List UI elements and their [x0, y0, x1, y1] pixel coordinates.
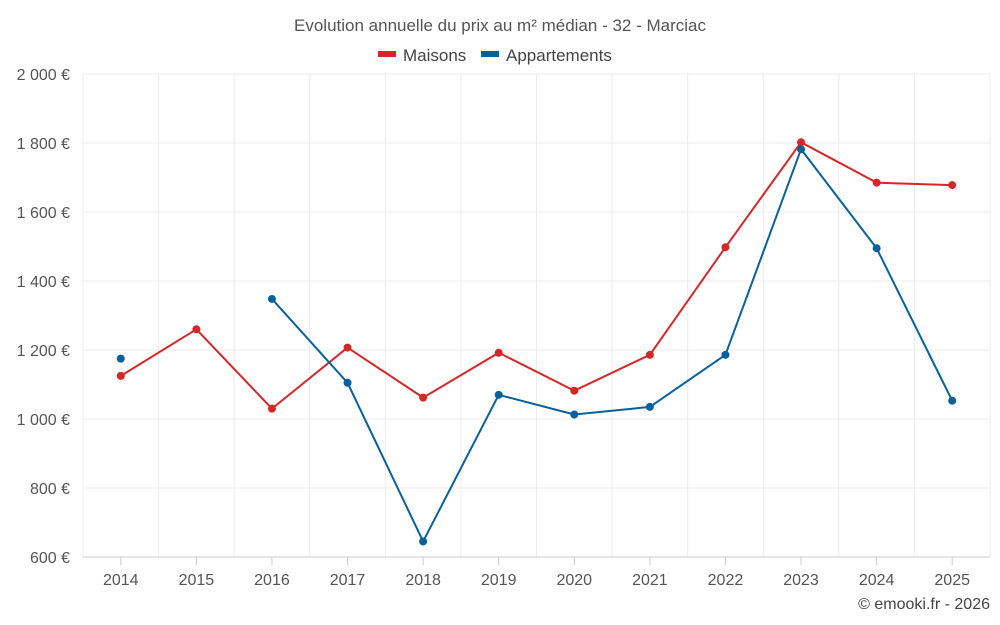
- x-axis: 2014 2015 2016 2017 2018 2019 2020 2021 2022 2023…: [83, 556, 990, 589]
- data-point-maisons-2017[interactable]: [343, 343, 352, 352]
- data-point-appartements-2019[interactable]: [494, 390, 503, 399]
- data-point-maisons-2024[interactable]: [872, 178, 881, 187]
- x-tick-label: 2025: [934, 572, 970, 589]
- y-tick-label: 600 €: [30, 550, 70, 567]
- data-point-appartements-2017[interactable]: [343, 378, 352, 387]
- x-tick-label: 2017: [330, 572, 366, 589]
- y-tick-label: 1 200 €: [17, 343, 70, 360]
- data-point-appartements-2020[interactable]: [570, 410, 579, 419]
- data-point-appartements-2024[interactable]: [872, 244, 881, 253]
- data-point-appartements-2014[interactable]: [116, 354, 125, 363]
- x-tick-label: 2022: [708, 572, 744, 589]
- x-tick-label: 2023: [783, 572, 819, 589]
- footer-credit: © emooki.fr - 2026: [858, 596, 990, 613]
- data-point-appartements-2022[interactable]: [721, 350, 730, 359]
- x-tick-label: 2014: [103, 572, 139, 589]
- x-tick-label: 2020: [556, 572, 592, 589]
- x-tick-label: 2018: [405, 572, 441, 589]
- y-tick-label: 1 000 €: [17, 412, 70, 429]
- legend-swatch-maisons: [378, 51, 396, 57]
- data-point-appartements-2016[interactable]: [267, 294, 276, 303]
- data-point-maisons-2021[interactable]: [645, 350, 654, 359]
- data-point-maisons-2016[interactable]: [267, 404, 276, 413]
- data-point-maisons-2014[interactable]: [116, 371, 125, 380]
- legend-label-appartements[interactable]: Appartements: [506, 46, 612, 65]
- y-axis: 600 € 800 € 1 000 € 1 200 € 1 400 € 1 600 € 1 …: [17, 67, 70, 567]
- y-tick-label: 800 €: [30, 481, 70, 498]
- legend: Maisons Appartements: [378, 46, 612, 65]
- y-tick-label: 1 400 €: [17, 274, 70, 291]
- series-layer: [116, 138, 957, 546]
- data-point-maisons-2015[interactable]: [192, 325, 201, 334]
- data-point-maisons-2025[interactable]: [948, 181, 957, 190]
- series-line-appartements: [271, 148, 954, 543]
- x-tick-label: 2015: [179, 572, 215, 589]
- y-tick-label: 1 600 €: [17, 205, 70, 222]
- data-point-appartements-2025[interactable]: [948, 396, 957, 405]
- y-tick-label: 1 800 €: [17, 136, 70, 153]
- data-point-appartements-2023[interactable]: [797, 145, 806, 154]
- x-tick-label: 2021: [632, 572, 668, 589]
- legend-label-maisons[interactable]: Maisons: [403, 46, 466, 65]
- gridlines: [82, 73, 991, 557]
- x-tick-label: 2024: [859, 572, 895, 589]
- x-tick-label: 2019: [481, 572, 517, 589]
- data-point-appartements-2021[interactable]: [645, 402, 654, 411]
- data-point-maisons-2023[interactable]: [797, 138, 806, 147]
- data-point-maisons-2020[interactable]: [570, 386, 579, 395]
- data-point-maisons-2018[interactable]: [419, 393, 428, 402]
- data-point-maisons-2019[interactable]: [494, 348, 503, 357]
- data-point-maisons-2022[interactable]: [721, 243, 730, 252]
- series-line-maisons: [120, 141, 953, 410]
- data-point-appartements-2018[interactable]: [419, 537, 428, 546]
- legend-swatch-appartements: [481, 51, 499, 57]
- y-tick-label: 2 000 €: [17, 67, 70, 84]
- chart-title: Evolution annuelle du prix au m² médian …: [294, 16, 706, 35]
- x-tick-label: 2016: [254, 572, 290, 589]
